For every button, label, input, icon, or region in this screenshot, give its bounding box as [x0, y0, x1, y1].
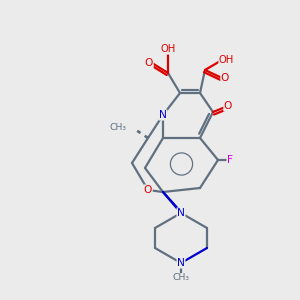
- Text: OH: OH: [219, 55, 234, 65]
- Text: F: F: [227, 155, 233, 165]
- Text: CH₃: CH₃: [110, 124, 127, 133]
- Text: N: N: [177, 258, 185, 268]
- Text: OH: OH: [160, 44, 175, 54]
- Text: O: O: [221, 73, 229, 83]
- Text: O: O: [145, 58, 153, 68]
- Text: O: O: [144, 185, 152, 195]
- Text: N: N: [159, 110, 167, 120]
- Text: CH₃: CH₃: [172, 274, 190, 283]
- Text: N: N: [177, 208, 185, 218]
- Text: O: O: [224, 101, 232, 111]
